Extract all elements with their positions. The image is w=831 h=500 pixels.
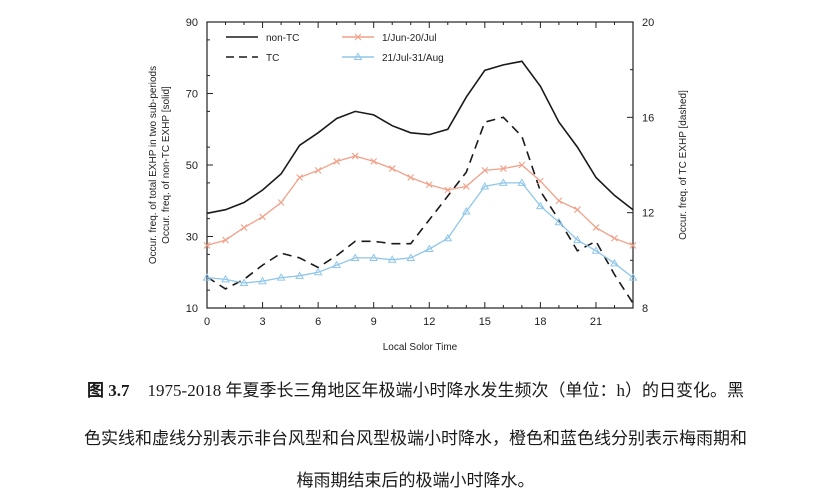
x-tick-label: 9 [371, 316, 377, 328]
legend-label-1-jun-20-jul: 1/Jun-20/Jul [382, 33, 436, 44]
y-right-tick-label: 16 [642, 112, 654, 124]
series-point-1-jun-20-jul [388, 165, 396, 172]
x-tick-label: 15 [479, 316, 491, 328]
series-point-1-jun-20-jul [592, 224, 600, 231]
x-tick-label: 0 [204, 316, 210, 328]
caption-line-2: 色实线和虚线分别表示非台风型和台风型极端小时降水，橙色和蓝色线分别表示梅雨期和 [84, 429, 747, 448]
legend-marker-1-jun-20-jul [354, 33, 362, 41]
legend-label-21-jul-31-aug: 21/Jul-31/Aug [382, 53, 444, 64]
series-point-21-jul-31-aug [610, 258, 619, 267]
series-point-21-jul-31-aug [332, 260, 342, 269]
series-point-1-jun-20-jul [481, 166, 489, 174]
series-point-21-jul-31-aug [387, 255, 397, 263]
x-tick-label: 3 [260, 316, 266, 328]
series-point-1-jun-20-jul [351, 152, 359, 160]
x-tick-label: 6 [315, 316, 321, 328]
y-left-tick-label: 50 [186, 160, 198, 172]
x-tick-label: 21 [590, 316, 602, 328]
series-point-21-jul-31-aug [239, 278, 249, 286]
x-tick-label: 12 [423, 316, 435, 328]
series-point-21-jul-31-aug [406, 253, 416, 261]
series-point-1-jun-20-jul [240, 224, 248, 231]
series-point-1-jun-20-jul [611, 234, 618, 242]
series-point-21-jul-31-aug [276, 273, 286, 281]
y-left-tick-label: 70 [186, 89, 198, 101]
plot-area-border [206, 21, 634, 309]
series-point-21-jul-31-aug [295, 271, 304, 279]
series-point-1-jun-20-jul [629, 242, 637, 249]
series-point-21-jul-31-aug [517, 178, 527, 186]
series-point-21-jul-31-aug [536, 201, 545, 210]
series-point-1-jun-20-jul [333, 158, 341, 165]
legend-label-tc: TC [266, 53, 279, 64]
series-point-1-jun-20-jul [314, 166, 322, 174]
series-point-1-jun-20-jul [462, 183, 470, 190]
y-left-tick-label: 90 [186, 17, 198, 29]
series-point-1-jun-20-jul [518, 161, 526, 169]
y-right-tick-label: 20 [642, 17, 654, 29]
series-point-1-jun-20-jul [425, 181, 433, 189]
series-point-1-jun-20-jul [203, 242, 211, 249]
series-point-21-jul-31-aug [221, 274, 230, 283]
y-axis-label-right: Occur. freq. of TC EXHP [dashed] [678, 90, 689, 240]
series-point-21-jul-31-aug [258, 276, 267, 285]
series-point-21-jul-31-aug [480, 181, 490, 190]
plot-frame [206, 21, 634, 309]
y-left-tick-label: 30 [186, 232, 198, 244]
caption-text-1: 1975-2018 年夏季长三角地区年极端小时降水发生频次（单位：h）的日变化。… [147, 381, 744, 400]
series-point-1-jun-20-jul [444, 186, 452, 194]
series-point-21-jul-31-aug [350, 253, 360, 261]
caption-line-3: 梅雨期结束后的极端小时降水。 [296, 471, 535, 490]
series-point-21-jul-31-aug [369, 253, 379, 261]
y-left-tick-label: 10 [186, 303, 198, 315]
series-point-1-jun-20-jul [537, 177, 544, 185]
series-point-21-jul-31-aug [591, 246, 601, 254]
series-point-1-jun-20-jul [574, 206, 581, 214]
y-axis-label-left-line1: Occur. freq. of total EXHP in two sub-pe… [148, 66, 159, 264]
series-point-21-jul-31-aug [443, 233, 453, 242]
series-point-1-jun-20-jul [499, 165, 507, 172]
series-point-1-jun-20-jul [370, 158, 378, 165]
diurnal-chart: 0 3 6 9 12 15 18 21 10 30 50 70 90 8 12 16 20 non-TC TC 1/… [148, 17, 689, 353]
x-tick-label: 18 [534, 316, 546, 328]
series-point-1-jun-20-jul [555, 197, 563, 205]
series-point-21-jul-31-aug [628, 273, 638, 281]
series-point-21-jul-31-aug [498, 178, 508, 186]
legend: non-TC TC 1/Jun-20/Jul 21/Jul-31/Aug [226, 33, 444, 64]
series-point-1-jun-20-jul [222, 236, 229, 244]
series-point-21-jul-31-aug [313, 267, 323, 276]
x-axis-label: Local Solor Time [383, 342, 458, 353]
series-point-1-jun-20-jul [296, 174, 303, 181]
series-line-non-tc [206, 60, 634, 215]
legend-marker-21-jul-31-aug [353, 52, 363, 60]
series-point-21-jul-31-aug [202, 273, 212, 281]
figure-number: 图 3.7 [87, 381, 130, 400]
series-layer [202, 60, 638, 304]
series-point-21-jul-31-aug [554, 217, 564, 226]
y-axis-label-left-line2: Occur. freq. of non-TC EXHP [solid] [161, 86, 172, 244]
legend-label-non-tc: non-TC [266, 33, 299, 44]
series-point-21-jul-31-aug [461, 206, 471, 215]
series-point-1-jun-20-jul [259, 213, 266, 221]
series-point-21-jul-31-aug [573, 235, 582, 244]
y-right-tick-label: 12 [642, 208, 654, 220]
caption-line-1: 图 3.7 1975-2018 年夏季长三角地区年极端小时降水发生频次（单位：h）… [0, 376, 831, 401]
series-point-1-jun-20-jul [407, 174, 415, 181]
axis-ticks: 0 3 6 9 12 15 18 21 10 30 50 70 90 8 12 16 20 [186, 17, 655, 328]
series-point-21-jul-31-aug [424, 244, 434, 253]
y-right-tick-label: 8 [642, 303, 648, 315]
series-point-1-jun-20-jul [277, 199, 285, 206]
